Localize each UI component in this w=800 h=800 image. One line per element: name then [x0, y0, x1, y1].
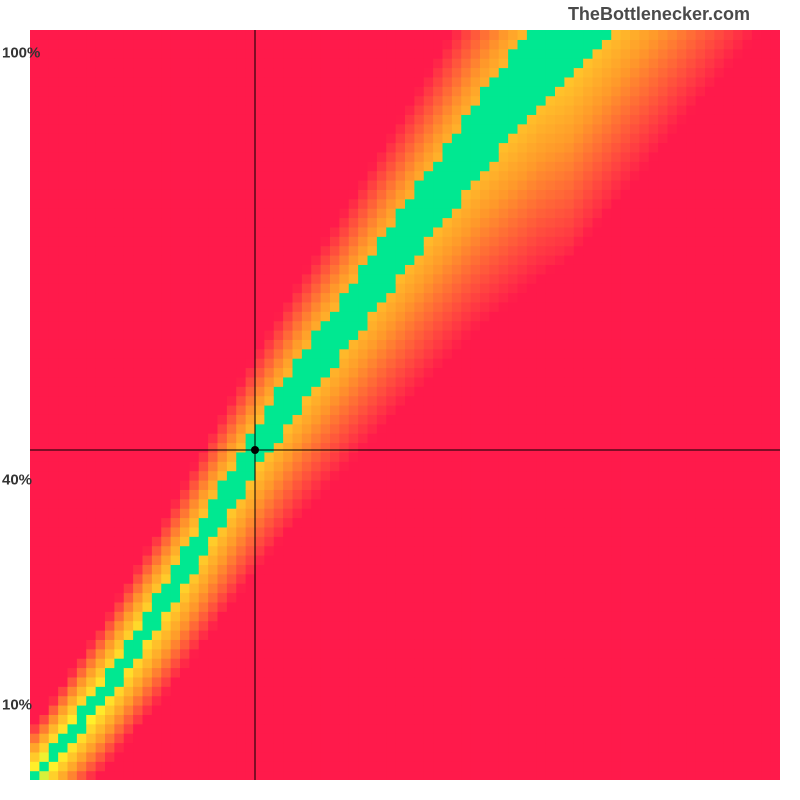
heatmap-svg	[30, 30, 780, 780]
ytick-label: 10%	[2, 697, 28, 714]
ytick-label: 40%	[2, 472, 28, 489]
bottleneck-heatmap	[30, 30, 780, 780]
ytick-label: 100%	[2, 44, 28, 61]
marker-dot	[251, 446, 259, 454]
attribution: TheBottlenecker.com	[568, 4, 750, 25]
